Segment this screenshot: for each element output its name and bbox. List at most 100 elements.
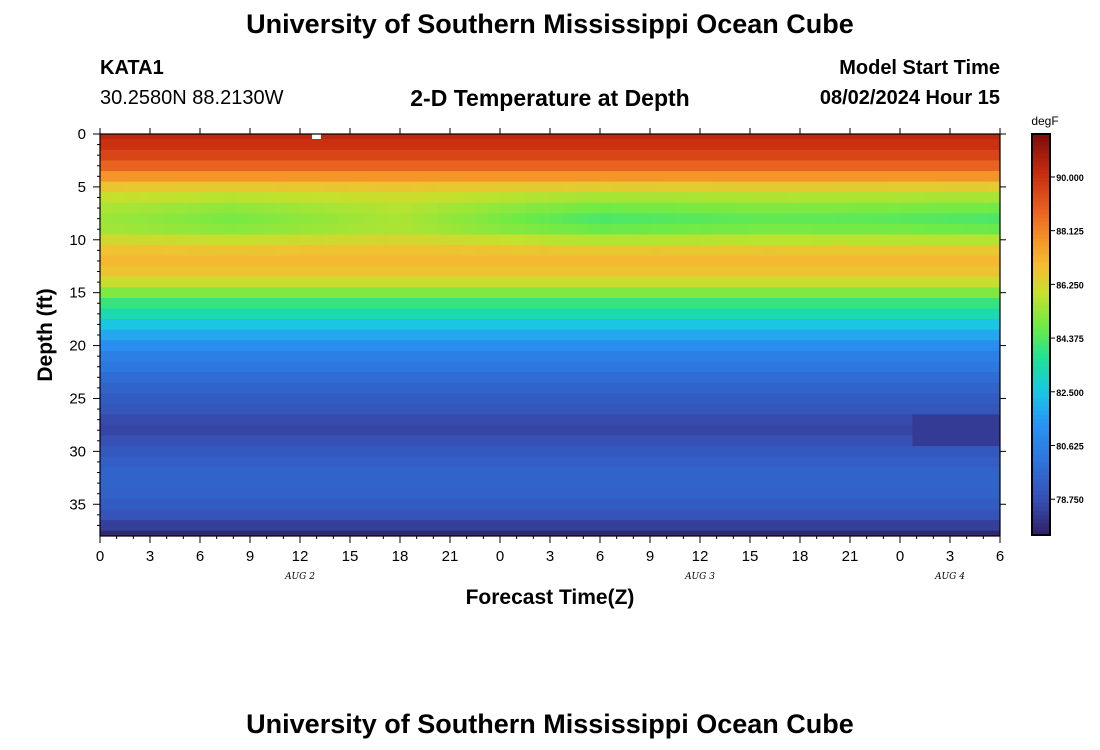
heatmap-cell bbox=[850, 276, 864, 288]
heatmap-cell bbox=[937, 234, 951, 246]
heatmap-cell bbox=[400, 414, 414, 426]
heatmap-cell bbox=[137, 308, 151, 320]
heatmap-cell bbox=[550, 329, 564, 341]
heatmap-cell bbox=[125, 223, 139, 236]
heatmap-cell bbox=[750, 361, 764, 373]
heatmap-cell bbox=[100, 509, 114, 521]
heatmap-cell bbox=[587, 213, 601, 225]
heatmap-cell bbox=[125, 245, 139, 257]
heatmap-cell bbox=[337, 372, 351, 384]
heatmap-cell bbox=[650, 319, 664, 331]
heatmap-cell bbox=[437, 456, 451, 468]
heatmap-cell bbox=[400, 467, 414, 479]
heatmap-cell bbox=[687, 350, 701, 363]
heatmap-cell bbox=[300, 393, 314, 405]
heatmap-cell bbox=[712, 403, 726, 415]
heatmap-cell bbox=[587, 424, 601, 437]
heatmap-cell bbox=[475, 171, 489, 183]
heatmap-cell bbox=[200, 308, 214, 320]
heatmap-cell bbox=[250, 134, 264, 140]
heatmap-cell bbox=[450, 213, 464, 225]
heatmap-cell bbox=[500, 498, 514, 511]
heatmap-cell bbox=[475, 477, 489, 489]
heatmap-cell bbox=[975, 467, 989, 479]
heatmap-cell bbox=[325, 520, 339, 532]
heatmap-cell bbox=[200, 414, 214, 426]
heatmap-cell bbox=[987, 223, 1000, 236]
heatmap-cell bbox=[150, 276, 164, 288]
heatmap-cell bbox=[487, 477, 501, 489]
heatmap-cell bbox=[262, 414, 276, 426]
heatmap-cell bbox=[562, 393, 576, 405]
heatmap-cell bbox=[537, 245, 551, 257]
heatmap-cell bbox=[350, 477, 364, 489]
heatmap-cell bbox=[762, 134, 776, 140]
x-tick-label: 6 bbox=[596, 548, 604, 565]
heatmap-cell bbox=[487, 382, 501, 394]
heatmap-cell bbox=[287, 393, 301, 405]
heatmap-cell bbox=[225, 382, 239, 394]
heatmap-cell bbox=[300, 477, 314, 489]
heatmap-cell bbox=[687, 477, 701, 489]
heatmap-cell bbox=[800, 308, 814, 320]
heatmap-cell bbox=[487, 149, 501, 162]
heatmap-cell bbox=[875, 319, 889, 331]
heatmap-cell bbox=[762, 329, 776, 341]
heatmap-cell bbox=[212, 520, 226, 532]
heatmap-cell bbox=[312, 319, 326, 331]
heatmap-cell bbox=[712, 134, 726, 140]
heatmap-cell bbox=[625, 435, 639, 447]
heatmap-cell bbox=[862, 382, 876, 394]
heatmap-cell bbox=[350, 223, 364, 236]
heatmap-cell bbox=[162, 382, 176, 394]
heatmap-cell bbox=[875, 372, 889, 384]
heatmap-cell bbox=[825, 403, 839, 415]
heatmap-cell bbox=[487, 498, 501, 511]
heatmap-cell bbox=[687, 372, 701, 384]
heatmap-cell bbox=[637, 403, 651, 415]
heatmap-cell bbox=[250, 403, 264, 415]
heatmap-cell bbox=[825, 340, 839, 352]
heatmap-cell bbox=[887, 266, 901, 278]
heatmap-cell bbox=[787, 329, 801, 341]
heatmap-cell bbox=[150, 382, 164, 394]
heatmap-cell bbox=[762, 297, 776, 310]
heatmap-cell bbox=[875, 530, 889, 536]
heatmap-cell bbox=[400, 488, 414, 500]
heatmap-cell bbox=[650, 171, 664, 183]
heatmap-cell bbox=[525, 350, 539, 363]
heatmap-cell bbox=[675, 139, 689, 151]
heatmap-cell bbox=[575, 456, 589, 468]
heatmap-cell bbox=[700, 139, 714, 151]
heatmap-cell bbox=[225, 509, 239, 521]
heatmap-cell bbox=[300, 245, 314, 257]
heatmap-cell bbox=[637, 139, 651, 151]
heatmap-cell bbox=[700, 287, 714, 299]
heatmap-cell bbox=[725, 171, 739, 183]
heatmap-cell bbox=[162, 393, 176, 405]
heatmap-cell bbox=[637, 520, 651, 532]
heatmap-cell bbox=[350, 488, 364, 500]
heatmap-cell bbox=[637, 266, 651, 278]
heatmap-cell bbox=[262, 372, 276, 384]
heatmap-cell bbox=[225, 171, 239, 183]
heatmap-cell bbox=[637, 477, 651, 489]
heatmap-cell bbox=[100, 382, 114, 394]
heatmap-cell bbox=[287, 403, 301, 415]
heatmap-cell bbox=[562, 329, 576, 341]
heatmap-cell bbox=[925, 403, 939, 415]
heatmap-cell bbox=[225, 329, 239, 341]
heatmap-cell bbox=[112, 266, 126, 278]
heatmap-cell bbox=[950, 382, 964, 394]
heatmap-cell bbox=[837, 287, 851, 299]
heatmap-cell bbox=[125, 340, 139, 352]
heatmap-cell bbox=[187, 477, 201, 489]
heatmap-cell bbox=[937, 340, 951, 352]
heatmap-cell bbox=[762, 213, 776, 225]
heatmap-cell bbox=[337, 393, 351, 405]
heatmap-cell bbox=[862, 245, 876, 257]
heatmap-cell bbox=[587, 372, 601, 384]
date-label: AUG 2 bbox=[284, 572, 315, 582]
heatmap-cell bbox=[962, 223, 976, 236]
heatmap-cell bbox=[975, 276, 989, 288]
